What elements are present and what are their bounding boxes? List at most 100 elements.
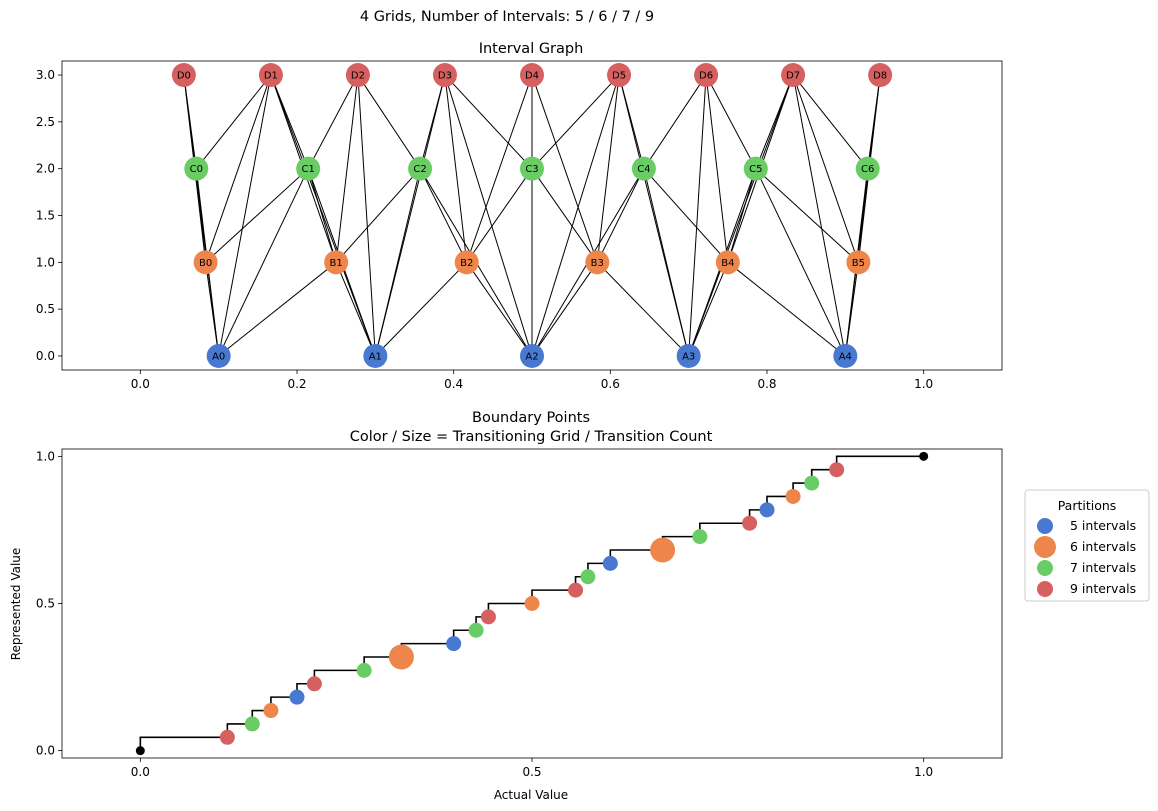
interval-graph-y-tick-label: 2.5 [36, 115, 55, 129]
graph-node-D2 [345, 63, 370, 88]
graph-edge-A2-D3 [444, 74, 533, 357]
interval-graph-x-tick-label: 0.8 [757, 377, 776, 391]
graph-edge-B2-D4 [466, 74, 533, 263]
interval-graph-y-tick-label: 0.0 [36, 349, 55, 363]
graph-node-label-C2: C2 [413, 164, 426, 175]
boundary-points-x-tick-label: 1.0 [914, 765, 933, 779]
boundary-point-7-intervals [244, 716, 260, 732]
graph-node-label-C5: C5 [749, 164, 762, 175]
graph-node-D1 [258, 63, 283, 88]
graph-edge-A0-D1 [218, 74, 272, 357]
boundary-point-6-intervals [263, 703, 279, 719]
graph-edge-B1-C1 [307, 168, 337, 263]
graph-edge-C0-D0 [183, 74, 197, 169]
graph-edge-C0-D1 [195, 74, 272, 169]
graph-node-label-C4: C4 [637, 164, 650, 175]
boundary-point-7-intervals [468, 622, 484, 638]
graph-edge-B3-D4 [531, 74, 598, 263]
graph-node-A1 [363, 343, 388, 368]
interval-graph-y-tick-label: 3.0 [36, 68, 55, 82]
graph-edge-A1-B1 [335, 262, 376, 357]
boundary-points-panel: Boundary Points Color / Size = Transitio… [9, 410, 1150, 802]
graph-node-label-D8: D8 [873, 71, 887, 82]
boundary-points-x-tick-label: 0.0 [131, 765, 150, 779]
legend-marker-7-intervals [1037, 560, 1053, 576]
graph-node-C3 [520, 156, 544, 181]
graph-edge-C6-D8 [867, 74, 881, 169]
graph-node-C4 [631, 156, 656, 181]
graph-node-B3 [585, 250, 610, 275]
interval-graph-x-tick-label: 0.6 [601, 377, 620, 391]
graph-node-C5 [743, 156, 768, 181]
graph-edge-A1-D2 [357, 75, 376, 356]
graph-node-label-B3: B3 [591, 258, 604, 269]
boundary-points-x-axis: 0.0 0.5 1.0 [131, 758, 933, 779]
graph-node-C6 [855, 156, 880, 181]
graph-edge-A1-D3 [374, 74, 446, 357]
legend-label-9-intervals: 9 intervals [1070, 581, 1136, 596]
graph-node-C2 [408, 156, 433, 181]
boundary-point-6-intervals [785, 488, 801, 504]
graph-node-label-B0: B0 [199, 258, 212, 269]
graph-edge-A4-B4 [727, 261, 846, 357]
graph-edge-A1-D1 [270, 74, 376, 357]
graph-node-label-D1: D1 [264, 71, 278, 82]
graph-node-label-A2: A2 [525, 351, 538, 362]
boundary-point-9-intervals [829, 462, 845, 478]
boundary-points-x-tick-label: 0.5 [522, 765, 541, 779]
graph-node-B0 [193, 250, 218, 275]
interval-graph-panel: Interval Graph A0 A1 A2 A3 A4 B0 B1 B2 B3 B4 B5 C0 C… [36, 41, 1003, 391]
interval-graph-y-tick-label: 1.5 [36, 209, 55, 223]
boundary-points-y-tick-label: 0.5 [36, 597, 55, 611]
graph-node-label-B4: B4 [721, 258, 734, 269]
legend-label-7-intervals: 7 intervals [1070, 560, 1136, 575]
start-endpoint [135, 746, 145, 756]
graph-edge-B1-C2 [335, 168, 421, 263]
graph-edge-C5-D6 [705, 74, 757, 169]
boundary-point-7-intervals [804, 475, 820, 491]
boundary-point-5-intervals [446, 636, 462, 652]
graph-edge-B3-C3 [531, 168, 598, 263]
boundary-point-9-intervals [568, 582, 584, 598]
graph-edge-B5-D7 [792, 74, 859, 263]
interval-graph-y-tick-label: 2.0 [36, 162, 55, 176]
graph-edge-B2-D3 [444, 74, 468, 263]
graph-edge-B0-D1 [205, 74, 272, 263]
graph-edge-C4-D6 [643, 74, 707, 169]
y-axis-label: Represented Value [9, 548, 23, 661]
graph-node-C1 [296, 156, 321, 181]
graph-node-B4 [715, 250, 740, 275]
graph-node-label-A3: A3 [682, 351, 695, 362]
legend-label-5-intervals: 5 intervals [1070, 518, 1136, 533]
graph-edge-B2-C2 [419, 168, 468, 263]
graph-edge-C2-D2 [357, 74, 421, 169]
graph-edge-C6-D7 [792, 74, 869, 169]
end-endpoint [919, 451, 929, 461]
boundary-point-7-intervals [356, 662, 372, 678]
graph-edge-A4-D7 [792, 74, 846, 357]
legend: Partitions 5 intervals 6 intervals 7 int… [1024, 489, 1150, 602]
graph-node-D5 [607, 63, 632, 88]
graph-nodes: A0 A1 A2 A3 A4 B0 B1 B2 B3 B4 B5 C0 C1 C2 C3 C4 C5 C6 D0 D1… [171, 63, 893, 368]
interval-graph-x-tick-label: 0.2 [287, 377, 306, 391]
boundary-point-6-intervals [650, 537, 676, 563]
figure-suptitle: 4 Grids, Number of Intervals: 5 / 6 / 7 … [360, 9, 654, 25]
legend-label-6-intervals: 6 intervals [1070, 539, 1136, 554]
boundary-point-7-intervals [692, 529, 708, 545]
graph-node-D7 [781, 63, 806, 88]
legend-box [1024, 489, 1150, 602]
graph-node-label-D0: D0 [177, 71, 191, 82]
graph-edge-B0-C1 [205, 168, 309, 263]
interval-graph-title: Interval Graph [479, 41, 584, 57]
graph-node-label-C3: C3 [525, 164, 538, 175]
graph-node-D0 [171, 63, 196, 88]
interval-graph-y-tick-label: 1.0 [36, 255, 55, 269]
graph-node-label-D2: D2 [351, 71, 365, 82]
graph-edge-C3-D3 [444, 74, 533, 170]
boundary-point-9-intervals [219, 729, 235, 745]
x-axis-label: Actual Value [494, 788, 568, 802]
graph-edge-A3-B4 [688, 262, 729, 357]
graph-node-label-B2: B2 [460, 258, 473, 269]
boundary-point-5-intervals [289, 689, 305, 705]
graph-edge-A3-D7 [688, 74, 794, 357]
